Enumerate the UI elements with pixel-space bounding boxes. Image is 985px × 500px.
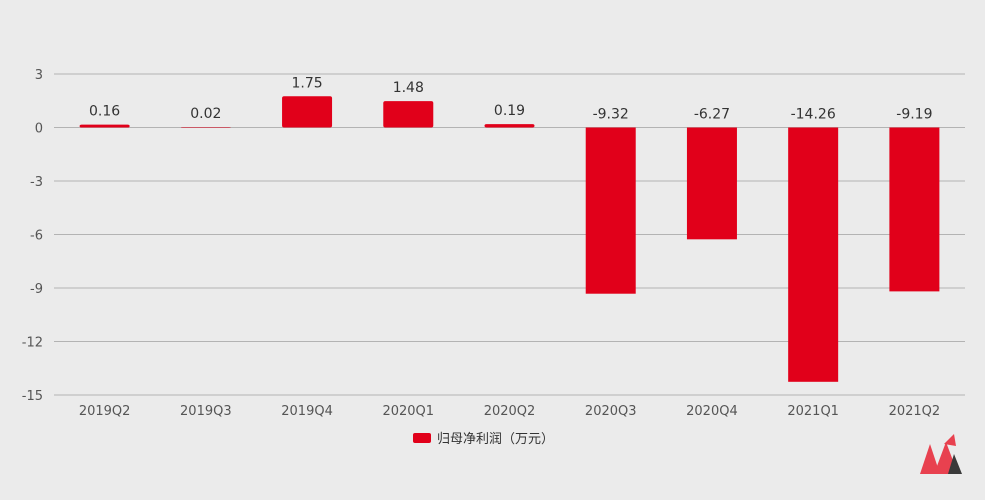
legend-swatch — [413, 433, 431, 443]
y-tick-label: 0 — [35, 122, 43, 137]
bars — [79, 96, 940, 382]
bar-2020Q4 — [686, 127, 737, 240]
bar-2021Q2 — [889, 127, 940, 292]
data-label-2019Q3: 0.02 — [190, 106, 221, 122]
data-label-2020Q3: -9.32 — [593, 107, 629, 123]
x-tick-label: 2019Q2 — [79, 404, 131, 419]
x-tick-label: 2020Q2 — [484, 404, 536, 419]
y-tick-label: -15 — [22, 389, 43, 404]
data-label-2020Q2: 0.19 — [494, 103, 525, 119]
x-tick-label: 2019Q4 — [281, 404, 333, 419]
legend: 归母净利润（万元） — [413, 432, 554, 447]
y-axis: 3 0 -3 -6 -9 -12 -15 — [22, 68, 43, 404]
y-tick-label: -9 — [30, 282, 43, 297]
x-tick-label: 2020Q1 — [382, 404, 434, 419]
data-label-2020Q1: 1.48 — [393, 80, 424, 96]
data-label-2020Q4: -6.27 — [694, 107, 730, 123]
bar-2019Q3 — [180, 127, 231, 128]
data-labels: 0.16 0.02 1.75 1.48 0.19 -9.32 -6.27 -14.26 -9.1… — [89, 75, 932, 122]
y-tick-label: -12 — [22, 336, 43, 351]
x-tick-label: 2019Q3 — [180, 404, 232, 419]
bar-2020Q3 — [585, 127, 636, 294]
y-tick-label: 3 — [35, 68, 43, 83]
x-tick-label: 2021Q2 — [889, 404, 941, 419]
bar-2020Q1 — [383, 101, 434, 128]
x-axis: 2019Q2 2019Q3 2019Q4 2020Q1 2020Q2 2020Q3 2020… — [79, 404, 940, 419]
brand-logo-icon — [920, 434, 962, 474]
x-tick-label: 2020Q4 — [686, 404, 738, 419]
data-label-2019Q2: 0.16 — [89, 104, 120, 120]
data-label-2019Q4: 1.75 — [291, 75, 322, 91]
logo-dark-facet — [948, 454, 962, 474]
bar-2021Q1 — [788, 127, 839, 382]
x-tick-label: 2021Q1 — [787, 404, 839, 419]
y-tick-label: -6 — [30, 229, 43, 244]
bar-2019Q2 — [79, 124, 130, 128]
logo-arrow — [944, 434, 956, 446]
data-label-2021Q1: -14.26 — [791, 107, 836, 123]
legend-label: 归母净利润（万元） — [437, 432, 554, 447]
bar-2020Q2 — [484, 124, 535, 128]
data-label-2021Q2: -9.19 — [896, 107, 932, 123]
logo-left-stroke — [920, 444, 940, 474]
x-tick-label: 2020Q3 — [585, 404, 637, 419]
y-tick-label: -3 — [30, 175, 43, 190]
bar-2019Q4 — [282, 96, 333, 128]
